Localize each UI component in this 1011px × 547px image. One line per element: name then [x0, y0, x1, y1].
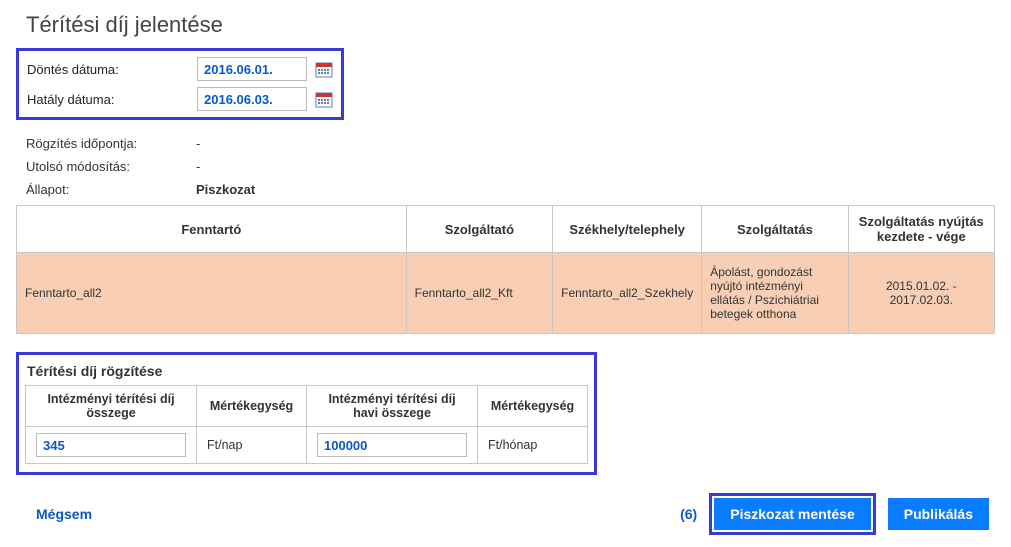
col-fee-amount: Intézményi térítési díj összege	[26, 386, 197, 427]
fee-block: Térítési díj rögzítése Intézményi téríté…	[16, 352, 597, 475]
col-fee-unit: Mértékegység	[197, 386, 307, 427]
fee-row: Ft/nap Ft/hónap	[26, 427, 588, 464]
col-fee-monthly-unit: Mértékegység	[478, 386, 588, 427]
col-site: Székhely/telephely	[553, 206, 702, 253]
col-maintainer: Fenntartó	[17, 206, 407, 253]
fee-table: Intézményi térítési díj összege Mértékeg…	[25, 385, 588, 464]
table-row: Fenntarto_all2 Fenntarto_all2_Kft Fennta…	[17, 253, 995, 334]
last-modified-label: Utolsó módosítás:	[26, 159, 196, 174]
table-header-row: Fenntartó Szolgáltató Székhely/telephely…	[17, 206, 995, 253]
col-period: Szolgáltatás nyújtás kezdete - vége	[848, 206, 994, 253]
status-label: Állapot:	[26, 182, 196, 197]
recorded-time-label: Rögzítés időpontja:	[26, 136, 196, 151]
page-title: Térítési díj jelentése	[26, 12, 995, 38]
effect-date-label: Hatály dátuma:	[27, 92, 197, 107]
fee-header-row: Intézményi térítési díj összege Mértékeg…	[26, 386, 588, 427]
save-draft-highlight: Piszkozat mentése	[709, 493, 876, 535]
cell-site: Fenntarto_all2_Szekhely	[553, 253, 702, 334]
annotation-marker: (6)	[680, 506, 697, 522]
fee-monthly-unit-value: Ft/hónap	[478, 427, 588, 464]
decision-date-input[interactable]	[197, 57, 307, 81]
footer: Mégsem (6) Piszkozat mentése Publikálás	[16, 493, 995, 535]
calendar-icon[interactable]	[315, 60, 333, 78]
decision-date-label: Döntés dátuma:	[27, 62, 197, 77]
cell-provider: Fenntarto_all2_Kft	[406, 253, 553, 334]
calendar-icon[interactable]	[315, 90, 333, 108]
fee-amount-input[interactable]	[36, 433, 186, 457]
effect-date-input[interactable]	[197, 87, 307, 111]
cell-service: Ápolást, gondozást nyújtó intézményi ell…	[702, 253, 848, 334]
status-value: Piszkozat	[196, 182, 255, 197]
save-draft-button[interactable]: Piszkozat mentése	[714, 498, 871, 530]
cell-maintainer: Fenntarto_all2	[17, 253, 407, 334]
col-fee-monthly: Intézményi térítési díj havi összege	[307, 386, 478, 427]
col-service: Szolgáltatás	[702, 206, 848, 253]
date-block: Döntés dátuma: Hatály dátuma:	[16, 48, 344, 120]
publish-button[interactable]: Publikálás	[888, 498, 989, 530]
fee-unit-value: Ft/nap	[197, 427, 307, 464]
fee-block-title: Térítési díj rögzítése	[27, 363, 588, 379]
last-modified-value: -	[196, 159, 200, 174]
cancel-link[interactable]: Mégsem	[36, 506, 92, 522]
fee-monthly-input[interactable]	[317, 433, 467, 457]
cell-period: 2015.01.02. - 2017.02.03.	[848, 253, 994, 334]
provider-table: Fenntartó Szolgáltató Székhely/telephely…	[16, 205, 995, 334]
recorded-time-value: -	[196, 136, 200, 151]
col-provider: Szolgáltató	[406, 206, 553, 253]
